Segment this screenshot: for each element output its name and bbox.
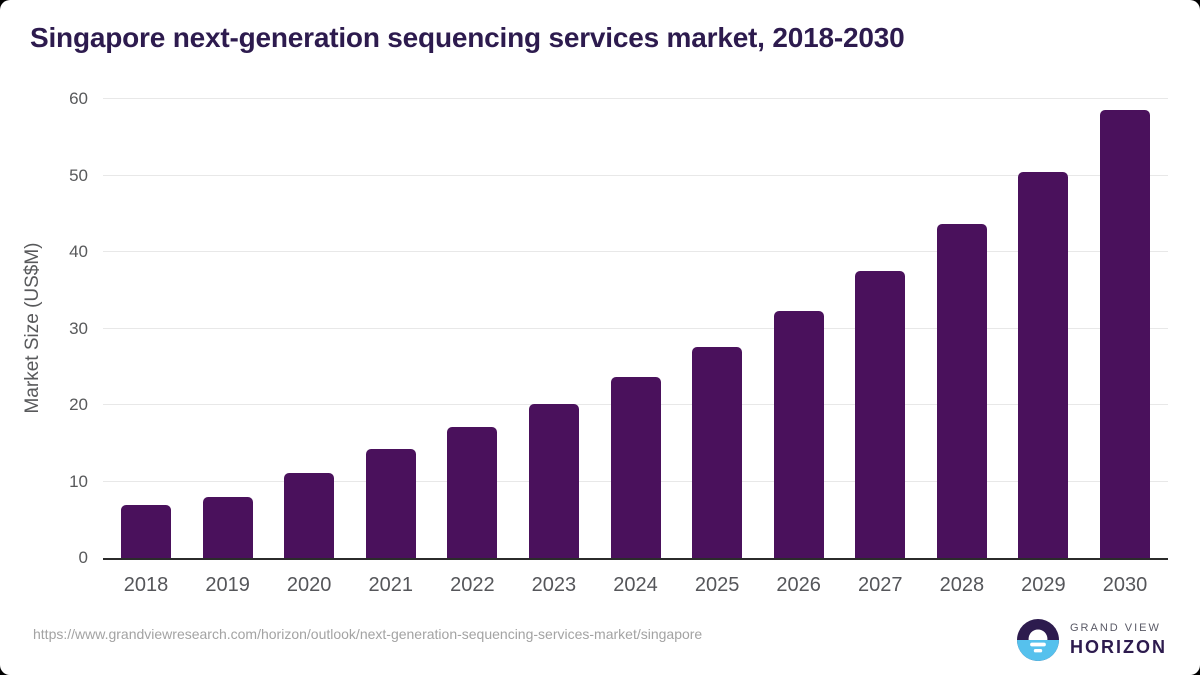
xtick-label-2028: 2028 bbox=[939, 574, 985, 596]
grandview-horizon-logo: GRAND VIEW HORIZON bbox=[1017, 619, 1167, 661]
bar-2027 bbox=[855, 271, 906, 558]
xtick-label-2026: 2026 bbox=[776, 574, 821, 596]
gridline-50 bbox=[103, 174, 1168, 176]
xtick-label-2019: 2019 bbox=[205, 574, 250, 596]
ytick-label-0: 0 bbox=[78, 548, 88, 567]
gridline-40 bbox=[103, 251, 1168, 252]
xtick-label-2018: 2018 bbox=[123, 574, 169, 596]
bar-2030 bbox=[1100, 110, 1150, 558]
bar-2019 bbox=[202, 496, 253, 558]
xtick-label-2022: 2022 bbox=[450, 574, 495, 596]
gridline-60 bbox=[103, 98, 1168, 99]
ytick-label-60: 60 bbox=[69, 89, 88, 108]
bar-2020 bbox=[284, 473, 335, 558]
ytick-label-40: 40 bbox=[69, 242, 88, 261]
xtick-label-2023: 2023 bbox=[531, 574, 577, 596]
bar-2021 bbox=[365, 448, 416, 558]
logo-text-block: GRAND VIEW HORIZON bbox=[1070, 622, 1167, 658]
xtick-label-2025: 2025 bbox=[694, 574, 740, 596]
y-axis-ticks: 0 10 20 30 40 50 60 bbox=[0, 89, 88, 567]
xtick-label-2024: 2024 bbox=[613, 574, 658, 596]
xtick-label-2027: 2027 bbox=[858, 574, 903, 596]
bar-2024 bbox=[610, 376, 661, 558]
bar-2026 bbox=[773, 310, 824, 558]
xtick-label-2029: 2029 bbox=[1021, 574, 1066, 596]
bar-2022 bbox=[447, 427, 498, 558]
gridline-30 bbox=[103, 327, 1168, 329]
logo-top-text: GRAND VIEW bbox=[1070, 622, 1161, 634]
bar-2025 bbox=[692, 346, 743, 558]
horizon-logo-icon bbox=[1017, 619, 1059, 661]
xtick-label-2030: 2030 bbox=[1102, 574, 1148, 596]
xtick-label-2021: 2021 bbox=[368, 574, 414, 596]
ytick-label-30: 30 bbox=[69, 318, 88, 338]
ytick-label-50: 50 bbox=[69, 165, 88, 185]
plot-area: 2018 2019 2020 2021 2022 2023 2024 2025 2026 2027… bbox=[103, 98, 1168, 596]
chart-title: Singapore next-generation sequencing ser… bbox=[30, 22, 905, 53]
ytick-label-20: 20 bbox=[69, 395, 88, 414]
logo-bottom-text: HORIZON bbox=[1070, 637, 1167, 657]
bar-2029 bbox=[1018, 172, 1069, 558]
xtick-label-2020: 2020 bbox=[286, 574, 332, 596]
source-url: https://www.grandviewresearch.com/horizo… bbox=[33, 626, 703, 642]
bar-2028 bbox=[936, 224, 987, 558]
bar-2023 bbox=[528, 404, 579, 558]
ytick-label-10: 10 bbox=[69, 471, 88, 491]
bar-2018 bbox=[121, 505, 171, 558]
